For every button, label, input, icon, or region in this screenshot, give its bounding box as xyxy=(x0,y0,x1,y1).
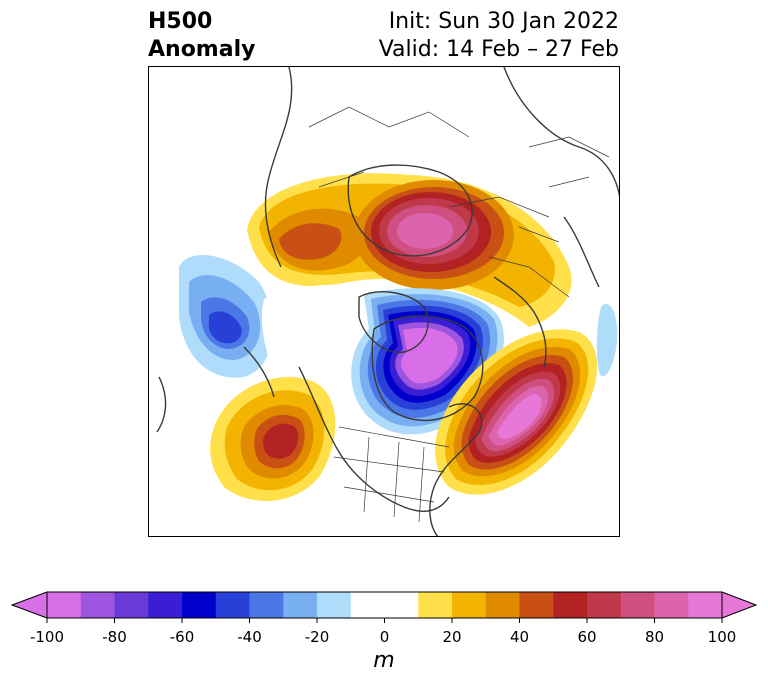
colorbar-cell xyxy=(215,592,250,618)
title-line-anomaly: Anomaly xyxy=(148,37,256,62)
positive-anomaly-northwest xyxy=(210,377,336,501)
colorbar-tick-label: 20 xyxy=(442,628,461,646)
colorbar-cell xyxy=(654,592,689,618)
colorbar-unit-label: m xyxy=(373,648,395,673)
colorbar-cell xyxy=(317,592,352,618)
colorbar-cell xyxy=(249,592,284,618)
colorbar-tick-label: -80 xyxy=(102,628,127,646)
colorbar-cell xyxy=(283,592,318,618)
colorbar-tick-label: 0 xyxy=(380,628,390,646)
colorbar-cell xyxy=(350,592,385,618)
colorbar-cell xyxy=(148,592,183,618)
colorbar-cell xyxy=(452,592,487,618)
colorbar-cell xyxy=(80,592,115,618)
colorbar-extend-right xyxy=(721,591,758,619)
colorbar-tick-label: 100 xyxy=(708,628,737,646)
colorbar-cell xyxy=(47,592,82,618)
colorbar-tick-label: -100 xyxy=(30,628,64,646)
anomaly-map xyxy=(148,66,620,537)
negative-anomaly-left xyxy=(179,255,273,378)
colorbar-cell xyxy=(418,592,453,618)
colorbar-cell xyxy=(519,592,554,618)
colorbar-cell xyxy=(620,592,655,618)
colorbar-tick-label: 40 xyxy=(510,628,529,646)
map-canvas xyxy=(156,67,619,536)
map-dates: Init: Sun 30 Jan 2022 Valid: 14 Feb – 27… xyxy=(379,8,619,64)
colorbar-tick-label: 80 xyxy=(645,628,664,646)
positive-anomaly-east xyxy=(435,329,598,495)
valid-date-text: Valid: 14 Feb – 27 Feb xyxy=(378,37,619,62)
colorbar-extend-left xyxy=(10,591,48,619)
title-line-h500: H500 xyxy=(148,9,213,34)
colorbar-cell xyxy=(587,592,622,618)
positive-anomaly-europe xyxy=(354,180,514,290)
country-borders xyxy=(308,106,610,523)
colorbar-cell xyxy=(553,592,588,618)
colorbar-cell xyxy=(485,592,520,618)
map-title: H500 Anomaly xyxy=(148,8,255,64)
init-date-text: Init: Sun 30 Jan 2022 xyxy=(388,9,619,34)
coastlines xyxy=(156,67,619,536)
colorbar-cell xyxy=(182,592,217,618)
colorbar-cell xyxy=(114,592,149,618)
colorbar-tick-label: 60 xyxy=(577,628,596,646)
colorbar-tick-label: -20 xyxy=(305,628,330,646)
colorbar-tick-label: -40 xyxy=(237,628,262,646)
colorbar: -100 -80 -60 -40 -20 0 20 40 60 80 100 xyxy=(0,580,768,686)
colorbar-tick-label: -60 xyxy=(170,628,195,646)
colorbar-cell xyxy=(688,592,723,618)
colorbar-svg: -100 -80 -60 -40 -20 0 20 40 60 80 100 xyxy=(10,591,758,646)
negative-anomaly-east-patch xyxy=(596,303,618,377)
colorbar-cell xyxy=(384,592,419,618)
